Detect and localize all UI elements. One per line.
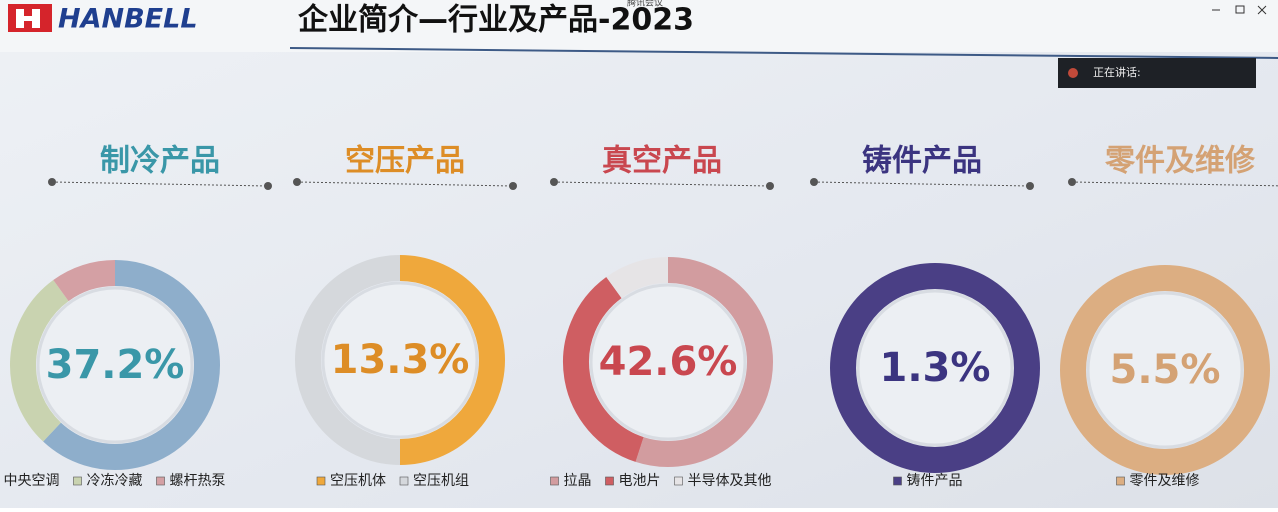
mic-icon bbox=[1068, 68, 1078, 78]
center-label: 5.5% bbox=[1110, 347, 1221, 393]
donut-segment bbox=[1060, 265, 1270, 475]
legend-label: 电池片 bbox=[619, 473, 661, 489]
donut-inner bbox=[589, 283, 747, 441]
legend-swatch bbox=[73, 476, 82, 486]
title-rule bbox=[813, 181, 1031, 187]
legend-item: 空压机组 bbox=[399, 473, 469, 489]
rule-dot bbox=[810, 178, 818, 186]
legend-label: 铸件产品 bbox=[907, 473, 963, 489]
title-rule bbox=[296, 181, 514, 187]
legend-swatch bbox=[1116, 476, 1125, 486]
legend-label: 拉晶 bbox=[564, 473, 592, 489]
rule-dot bbox=[293, 178, 301, 186]
rule-dot bbox=[766, 182, 774, 190]
rule-dot bbox=[264, 182, 272, 190]
chart-title: 制冷产品 bbox=[100, 144, 220, 179]
legend-item: 半导体及其他 bbox=[674, 473, 772, 489]
legend-label: 螺杆热泵 bbox=[170, 473, 226, 489]
rule-dot bbox=[1026, 182, 1034, 190]
donut-segment bbox=[43, 260, 220, 470]
legend-item: 螺杆热泵 bbox=[156, 473, 226, 489]
chart-title: 空压产品 bbox=[345, 144, 465, 179]
legend-swatch bbox=[156, 476, 165, 486]
header-band bbox=[0, 0, 1278, 52]
chart-title: 真空产品 bbox=[602, 144, 722, 179]
donut-inner bbox=[1086, 291, 1244, 449]
legend-label: 零件及维修 bbox=[1130, 473, 1200, 489]
title-rule bbox=[1071, 181, 1278, 187]
donut-segment bbox=[606, 257, 669, 299]
center-label: 1.3% bbox=[880, 345, 991, 391]
legend-label: 空压机体 bbox=[330, 473, 386, 489]
donut-segment bbox=[399, 255, 505, 465]
logo-text: HANBELL bbox=[58, 4, 198, 35]
donut-inner bbox=[321, 281, 479, 439]
legend-swatch bbox=[550, 476, 559, 486]
donut-segment bbox=[53, 260, 116, 302]
legend-label: 冷冻冷藏 bbox=[87, 472, 143, 489]
donut-segment bbox=[295, 255, 401, 465]
title-rule bbox=[553, 181, 771, 187]
rule-dot bbox=[48, 178, 56, 186]
donut-segment bbox=[563, 277, 644, 462]
legend-swatch bbox=[316, 476, 326, 486]
app-title: 腾讯会议 bbox=[627, 0, 663, 9]
legend-item: 零件及维修 bbox=[1116, 473, 1200, 489]
legend-swatch bbox=[674, 476, 683, 486]
legend-item: 拉晶 bbox=[550, 473, 592, 489]
speaker-panel bbox=[1058, 58, 1256, 88]
center-label: 13.3% bbox=[331, 337, 470, 383]
donut-segment bbox=[10, 280, 69, 442]
legend-item: 电池片 bbox=[605, 473, 661, 489]
rule-dot bbox=[550, 178, 558, 186]
legend-item: 冷冻冷藏 bbox=[73, 472, 143, 489]
donut-segment bbox=[830, 263, 1040, 473]
legend-swatch bbox=[605, 476, 614, 486]
center-label: 42.6% bbox=[599, 339, 738, 385]
rule-dot bbox=[509, 182, 517, 190]
legend-item: 中央空调 bbox=[4, 473, 60, 489]
legend-item: 空压机体 bbox=[316, 473, 386, 489]
donut-inner bbox=[36, 286, 194, 444]
header-rule bbox=[289, 47, 1278, 59]
donut-inner bbox=[856, 289, 1014, 447]
legend-swatch bbox=[893, 476, 902, 486]
chart-title: 零件及维修 bbox=[1105, 144, 1256, 179]
legend-label: 中央空调 bbox=[4, 473, 60, 489]
slide-title: 企业简介—行业及产品-2023 bbox=[298, 3, 694, 38]
chart-title: 铸件产品 bbox=[862, 144, 982, 179]
rule-dot bbox=[1068, 178, 1076, 186]
logo-glyph bbox=[16, 9, 40, 28]
speaking-label: 正在讲话: bbox=[1093, 65, 1141, 79]
donut-segment bbox=[635, 257, 773, 467]
center-label: 37.2% bbox=[46, 342, 185, 388]
legend-label: 半导体及其他 bbox=[688, 473, 772, 489]
legend-label: 空压机组 bbox=[413, 473, 469, 489]
legend-item: 铸件产品 bbox=[893, 473, 963, 489]
legend-swatch bbox=[399, 476, 409, 486]
window-controls[interactable] bbox=[1212, 5, 1267, 15]
title-rule bbox=[51, 181, 269, 187]
